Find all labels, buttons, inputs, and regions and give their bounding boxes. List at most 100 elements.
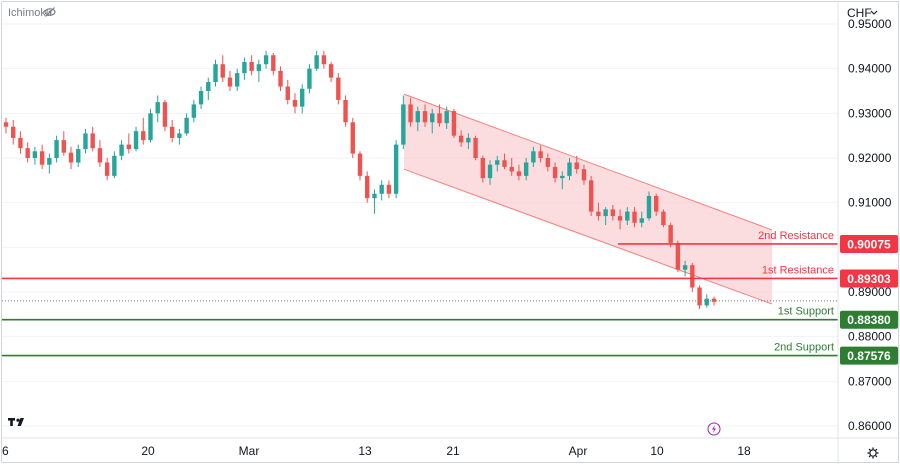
candle xyxy=(148,108,153,143)
candle xyxy=(198,86,204,109)
candle xyxy=(704,294,709,308)
candle xyxy=(401,95,406,150)
candle xyxy=(314,50,319,71)
candle xyxy=(675,240,681,272)
candle xyxy=(625,207,630,225)
x-tick-label: 21 xyxy=(446,444,460,458)
candle xyxy=(451,108,457,138)
candle xyxy=(523,158,529,181)
x-tick-label: Mar xyxy=(239,444,260,458)
level-label: 1st Support xyxy=(778,306,834,318)
price-badge: 0.88380 xyxy=(840,310,898,329)
y-tick-label: 0.91000 xyxy=(848,196,892,210)
chevron-down-icon[interactable] xyxy=(870,10,878,15)
candle xyxy=(263,50,269,69)
lightning-icon[interactable] xyxy=(707,422,721,436)
candle xyxy=(610,204,616,221)
candle xyxy=(25,142,30,163)
currency-label[interactable]: CHF xyxy=(847,6,872,20)
y-tick-label: 0.93000 xyxy=(848,106,892,120)
candle xyxy=(661,209,666,228)
level-label: 2nd Resistance xyxy=(758,230,834,242)
candle xyxy=(509,158,514,176)
candle xyxy=(76,144,81,167)
candle xyxy=(68,146,74,170)
tradingview-logo-icon xyxy=(8,418,24,426)
eye-slash-icon[interactable] xyxy=(44,7,56,17)
candle xyxy=(242,57,247,80)
candle xyxy=(104,158,110,181)
price-badge: 0.87576 xyxy=(840,346,898,365)
gear-icon[interactable] xyxy=(867,447,879,459)
candle xyxy=(646,191,652,221)
candle xyxy=(632,207,637,228)
candle xyxy=(220,55,225,83)
channel-lower-line xyxy=(403,168,773,305)
y-tick-label: 0.87000 xyxy=(848,374,892,388)
candle xyxy=(588,175,594,217)
svg-text:0.90075: 0.90075 xyxy=(847,237,891,251)
svg-text:0.87576: 0.87576 xyxy=(847,349,891,363)
candle xyxy=(249,55,254,76)
candle xyxy=(682,260,688,277)
candle xyxy=(545,153,551,172)
x-tick-label: 10 xyxy=(650,444,664,458)
candle xyxy=(458,130,464,147)
candle xyxy=(531,146,536,167)
candle xyxy=(538,145,543,163)
y-tick-label: 0.94000 xyxy=(848,62,892,76)
candle xyxy=(119,140,124,161)
candle xyxy=(654,193,659,217)
y-tick-label: 0.86000 xyxy=(848,419,892,433)
candle xyxy=(234,68,240,91)
x-tick-label: 20 xyxy=(141,444,155,458)
x-tick-label: Apr xyxy=(569,444,588,458)
candle xyxy=(169,120,175,143)
price-badge: 0.89303 xyxy=(840,269,898,288)
svg-text:0.88380: 0.88380 xyxy=(847,313,891,327)
candle xyxy=(256,59,262,83)
candle xyxy=(285,79,290,105)
candle xyxy=(11,120,16,145)
candle xyxy=(372,189,377,214)
candle xyxy=(444,106,449,129)
candle xyxy=(408,97,413,127)
x-tick-label: 18 xyxy=(737,444,751,458)
candle xyxy=(386,180,392,199)
x-tick-label: 6 xyxy=(2,444,9,458)
candle xyxy=(393,140,399,199)
candle xyxy=(437,104,442,127)
candle xyxy=(18,131,23,154)
candle xyxy=(690,262,695,292)
candle xyxy=(300,84,305,114)
candle xyxy=(184,113,189,136)
candle xyxy=(321,50,327,69)
price-badges: 0.90075 0.89303 0.88380 0.87576 xyxy=(840,234,898,365)
candle xyxy=(487,160,493,185)
candle xyxy=(213,59,218,87)
support-resistance-levels: 2nd Resistance 1st Resistance 1st Support 2… xyxy=(2,230,838,357)
y-tick-label: 0.89000 xyxy=(848,285,892,299)
level-label: 1st Resistance xyxy=(762,264,834,276)
candle xyxy=(227,70,233,91)
candle xyxy=(552,162,558,183)
candle xyxy=(480,155,486,183)
candle xyxy=(581,164,587,185)
candle xyxy=(617,209,623,230)
candle xyxy=(430,108,435,134)
x-axis[interactable]: 6 20 Mar 13 21 Apr 10 18 xyxy=(2,444,751,458)
candle xyxy=(177,128,182,145)
x-tick-label: 13 xyxy=(358,444,372,458)
candle xyxy=(271,53,276,76)
candle xyxy=(162,99,168,132)
y-axis[interactable]: 0.95000 0.94000 0.93000 0.92000 0.91000 0.900… xyxy=(848,17,892,433)
candle xyxy=(422,104,428,127)
candle xyxy=(191,99,197,123)
candle xyxy=(350,117,355,158)
candle xyxy=(39,144,45,170)
price-badge: 0.90075 xyxy=(840,234,898,253)
candle xyxy=(32,146,38,165)
descending-channel[interactable] xyxy=(404,94,772,305)
level-label: 2nd Support xyxy=(774,342,834,354)
